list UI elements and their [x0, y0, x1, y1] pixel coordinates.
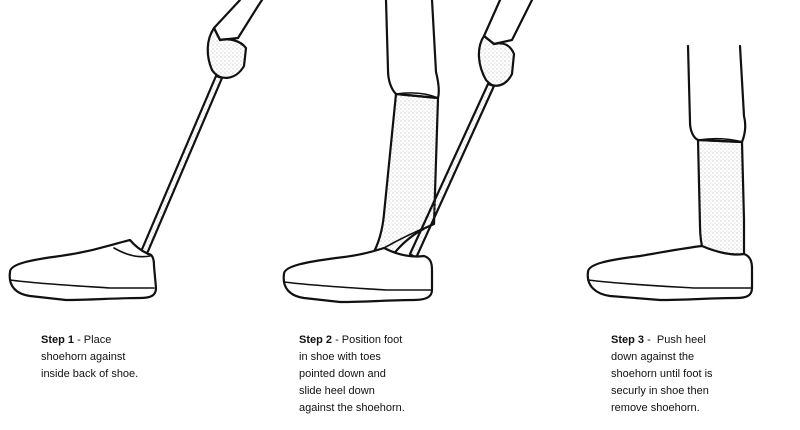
step-1-label: Step 1 — [41, 334, 75, 346]
step-2-trousers — [384, 0, 440, 100]
step-3-line-5: remove shoehorn. — [611, 402, 700, 414]
step-2-shoe — [282, 246, 434, 304]
step-1-line-1: Place — [83, 334, 112, 346]
step-1-hand — [206, 26, 248, 79]
step-1-arm — [212, 0, 264, 42]
step-2-separator: - — [332, 334, 342, 346]
step-2-line-2: in shoe with toes — [299, 351, 381, 363]
shoehorn-steps-illustration — [8, 0, 754, 304]
step-3-trousers — [686, 44, 747, 144]
step-3-figure — [586, 44, 754, 302]
step-3-label: Step 3 — [611, 334, 645, 346]
step-1-shoehorn — [138, 74, 224, 258]
step-3-line-3: shoehorn until foot is — [611, 368, 713, 380]
step-2-hand — [477, 34, 516, 87]
step-1-caption: Step 1 - Place shoehorn against inside b… — [41, 332, 171, 383]
step-2-caption: Step 2 - Position foot in shoe with toes… — [299, 332, 439, 417]
step-3-separator: - — [644, 334, 657, 346]
step-1-line-2: shoehorn against — [41, 351, 126, 363]
step-2-arm — [482, 0, 534, 46]
step-2-label: Step 2 — [299, 334, 333, 346]
step-3-line-4: securly in shoe then — [611, 385, 709, 397]
step-2-figure — [282, 0, 534, 304]
step-3-line-2: down against the — [611, 351, 695, 363]
step-1-line-3: inside back of shoe. — [41, 368, 139, 380]
step-3-caption: Step 3 - Push heel down against the shoe… — [611, 332, 741, 417]
step-1-separator: - — [74, 334, 84, 346]
step-3-leg — [696, 138, 746, 258]
step-2-line-3: pointed down and — [299, 368, 386, 380]
step-2-line-5: against the shoehorn. — [299, 402, 405, 414]
step-2-line-1: Position foot — [341, 334, 403, 346]
step-1-figure — [8, 0, 264, 302]
step-3-line-1: Push heel — [656, 334, 706, 346]
step-3-shoe — [586, 244, 754, 302]
step-1-shoe — [8, 238, 158, 302]
step-2-line-4: slide heel down — [299, 385, 375, 397]
